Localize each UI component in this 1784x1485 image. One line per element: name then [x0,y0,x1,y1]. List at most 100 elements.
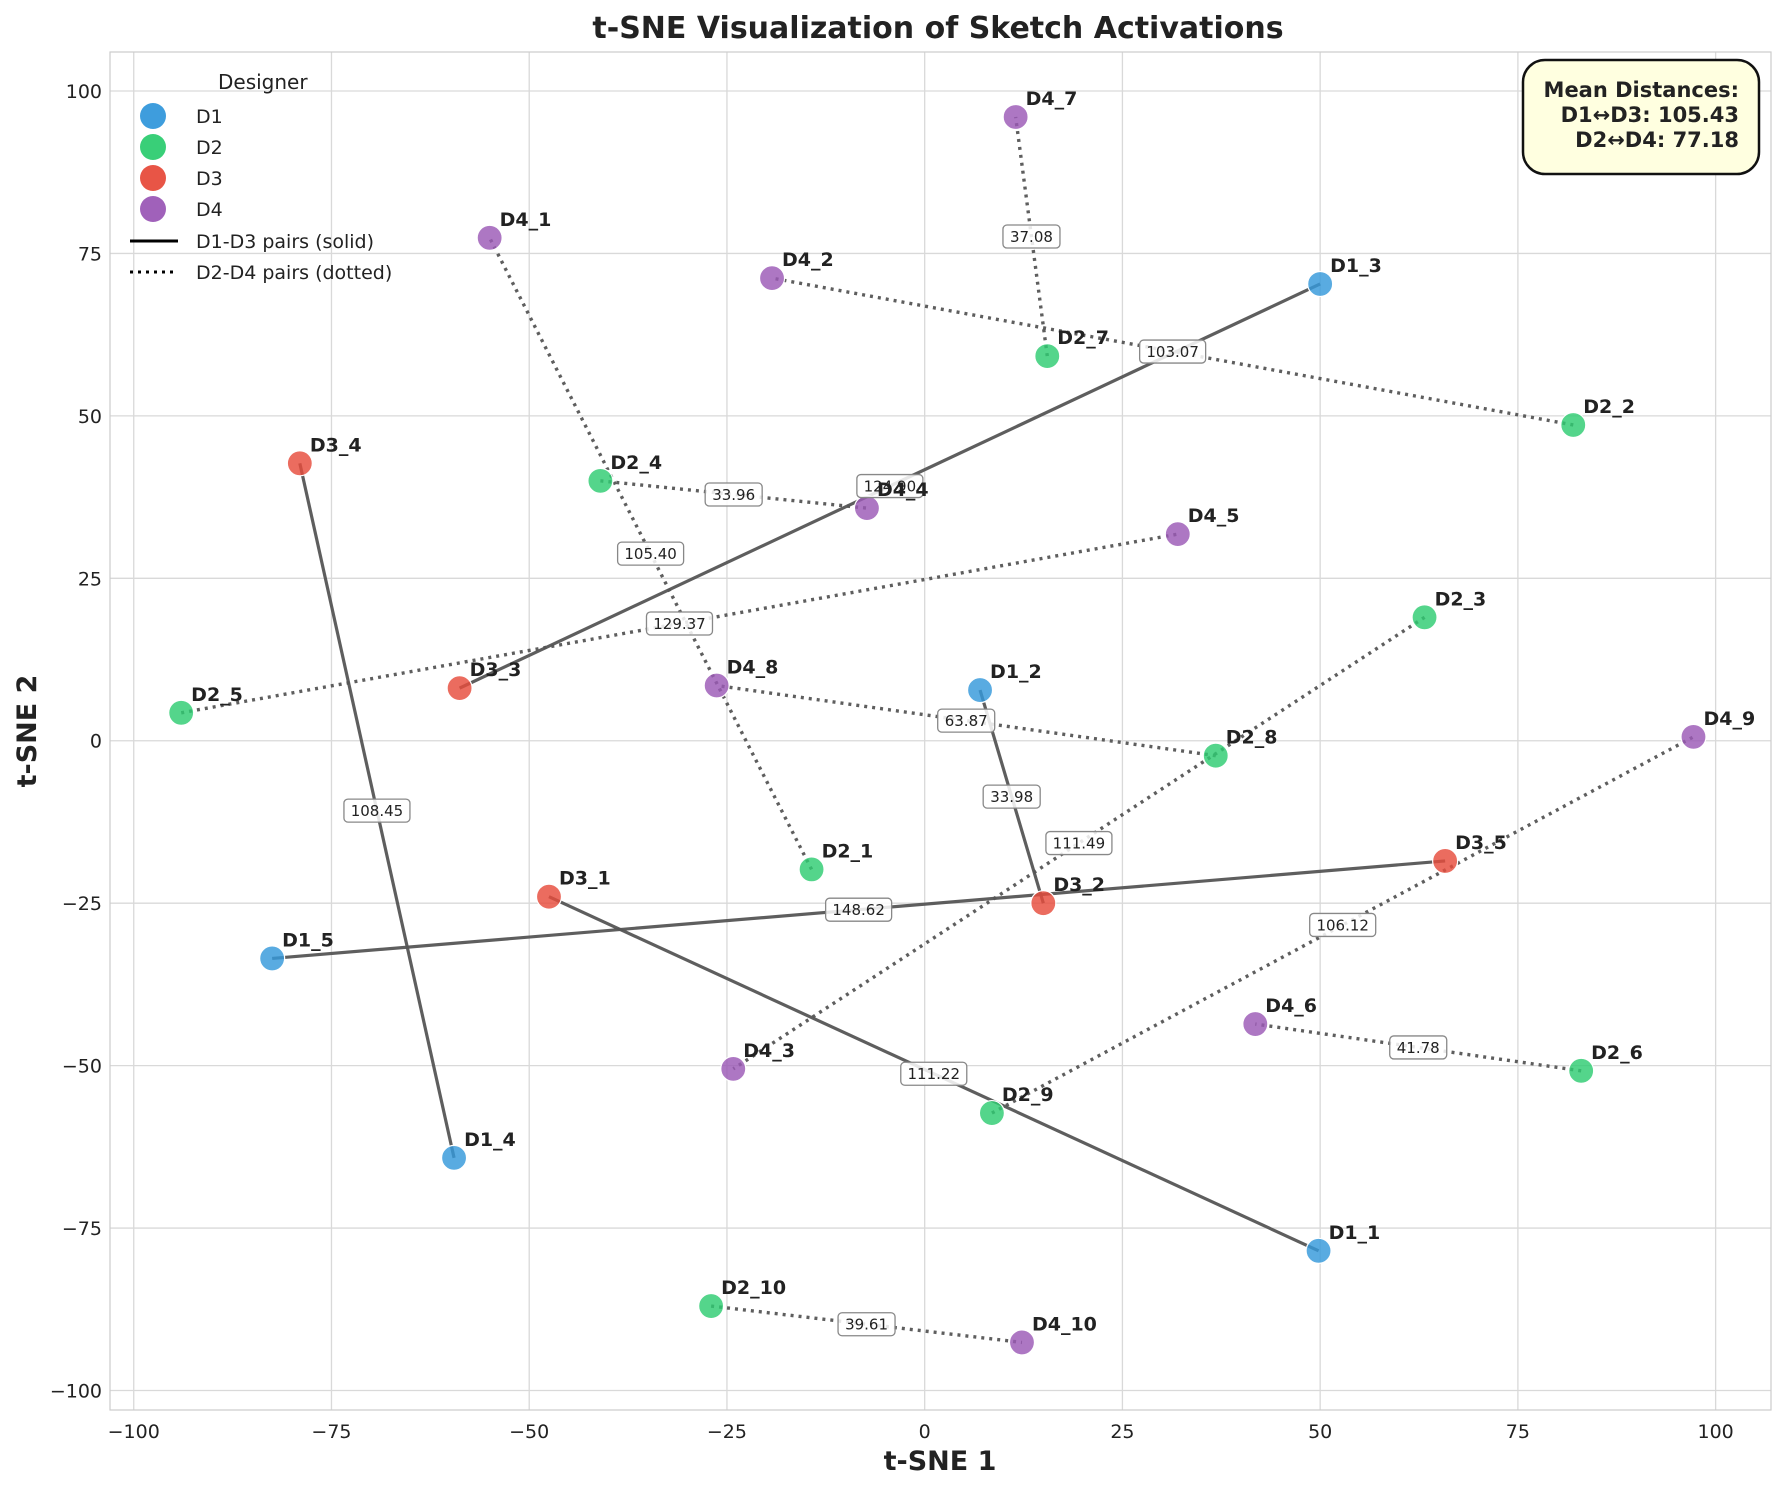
point-label-d4_6: D4_6 [1265,995,1317,1017]
point-label-d1_2: D1_2 [990,661,1042,683]
point-label-d4_1: D4_1 [500,209,552,231]
y-tick-label: 0 [90,731,102,753]
point-label-d4_4: D4_4 [877,479,929,501]
y-tick-label: −75 [62,1218,102,1240]
point-label-d3_3: D3_3 [470,659,522,681]
point-label-d2_1: D2_1 [822,840,874,862]
legend-marker-d1 [140,103,166,129]
point-label-d1_1: D1_1 [1329,1222,1381,1244]
point-d3_4 [286,450,313,477]
distance-box-d2_4-d4_4 [704,482,763,507]
point-d4_8 [703,672,730,699]
data-points [168,103,1707,1356]
distance-box-d1_1-d3_1 [900,1061,968,1086]
x-tick-label: −50 [509,1421,549,1443]
distance-box-d2_6-d4_6 [1389,1035,1448,1060]
distance-box-d1_3-d3_3 [856,473,924,499]
legend-label-dotted: D2-D4 pairs (dotted) [196,262,392,284]
point-d4_2 [758,265,786,292]
y-tick-label: 100 [66,81,102,103]
point-d2_9 [978,1099,1006,1127]
distance-box-d1_2-d3_2 [982,784,1041,809]
point-label-d3_4: D3_4 [310,434,362,456]
legend-label-d2: D2 [196,137,223,159]
x-axis-title: t-SNE 1 [884,1446,997,1477]
point-label-d1_5: D1_5 [282,929,334,951]
x-tick-label: 75 [1506,1421,1530,1443]
point-labels: D1_1 D1_2 D1_3 D1_4 D1_5 D2_1 D2_2 D2_3 D2_4 D2_5… [191,88,1755,1335]
point-label-d3_1: D3_1 [559,868,611,890]
point-label-d4_7: D4_7 [1026,88,1078,110]
point-d4_3 [720,1055,747,1082]
point-d2_7 [1034,342,1061,370]
pair-line-d2_3-d4_3 [732,615,1426,1071]
point-label-d2_7: D2_7 [1057,327,1109,349]
point-d3_2 [1030,890,1057,917]
legend-marker-d3 [140,165,166,191]
distance-label-d2_6-d4_6: 41.78 [1397,1039,1440,1057]
point-d2_4 [587,467,614,494]
point-d2_10 [698,1292,725,1320]
point-d1_3 [1307,270,1334,298]
y-axis-title: t-SNE 2 [12,675,43,788]
point-label-d3_2: D3_2 [1053,874,1105,896]
distance-box-d2_9-d4_9 [1309,912,1377,938]
point-d4_1 [476,224,503,251]
y-tick-label: 75 [78,243,102,265]
point-label-d2_2: D2_2 [1583,396,1635,418]
y-tick-label: 25 [78,568,102,590]
point-d4_7 [1002,103,1029,131]
point-d3_3 [446,675,473,702]
distance-box-d2_8-d4_8 [937,708,996,733]
legend-title: Designer [218,70,308,94]
distance-label-d2_8-d4_8: 63.87 [945,712,988,730]
point-d1_5 [259,945,286,972]
point-label-d2_10: D2_10 [721,1277,786,1299]
point-d2_2 [1560,411,1587,439]
stats-box-frame [1521,58,1761,176]
legend-label-d3: D3 [196,168,223,190]
legend-label-d4: D4 [196,199,223,221]
x-tick-label: 0 [919,1421,931,1443]
distance-box-d2_10-d4_10 [837,1312,896,1337]
distance-label-d2_2-d4_2: 103.07 [1146,343,1199,361]
y-tick-label: 50 [78,406,102,428]
point-label-d3_5: D3_5 [1455,832,1507,854]
distance-box-d1_4-d3_4 [343,798,411,823]
stats-box: Mean Distances: D1↔D3: 105.43 D2↔D4: 77.… [1521,58,1761,176]
point-label-d2_9: D2_9 [1002,1084,1054,1106]
stats-line-d2-d4: D2↔D4: 77.18 [1575,128,1739,152]
distance-label-d1_5-d3_5: 148.62 [832,901,885,919]
point-d2_1 [798,856,825,883]
distance-label-d1_3-d3_3: 124.90 [864,478,917,496]
distance-box-d2_7-d4_7 [1002,224,1061,249]
point-label-d2_4: D2_4 [610,452,662,474]
legend-label-d1: D1 [196,106,223,128]
point-label-d4_3: D4_3 [743,1040,795,1062]
point-d1_4 [440,1144,468,1171]
legend-marker-d4 [140,196,166,222]
chart-title: t-SNE Visualization of Sketch Activation… [592,11,1283,46]
point-d4_4 [853,495,881,522]
distance-box-d2_1-d4_1 [616,541,685,566]
point-d2_6 [1568,1057,1595,1084]
point-label-d2_8: D2_8 [1226,727,1278,749]
point-label-d4_10: D4_10 [1032,1313,1097,1335]
distance-box-d2_3-d4_3 [1045,830,1113,856]
distance-label-d2_1-d4_1: 105.40 [624,545,677,563]
stats-line-d1-d3: D1↔D3: 105.43 [1561,103,1739,127]
point-label-d4_2: D4_2 [782,249,834,271]
pair-line-d2_6-d4_6 [1255,1022,1582,1073]
distance-label-d1_4-d3_4: 108.45 [351,802,404,820]
x-tick-label: 100 [1698,1421,1734,1443]
point-label-d2_5: D2_5 [191,684,243,706]
point-label-d2_3: D2_3 [1435,588,1487,610]
point-d1_1 [1305,1237,1332,1264]
y-tick-label: −100 [50,1381,102,1403]
distance-box-d2_5-d4_5 [645,611,714,636]
distance-label-d2_3-d4_3: 111.49 [1053,835,1106,853]
y-tick-label: −50 [62,1056,102,1078]
x-tick-label: 50 [1308,1421,1332,1443]
distance-label-d2_4-d4_4: 33.96 [712,486,755,504]
point-d3_1 [535,883,563,910]
